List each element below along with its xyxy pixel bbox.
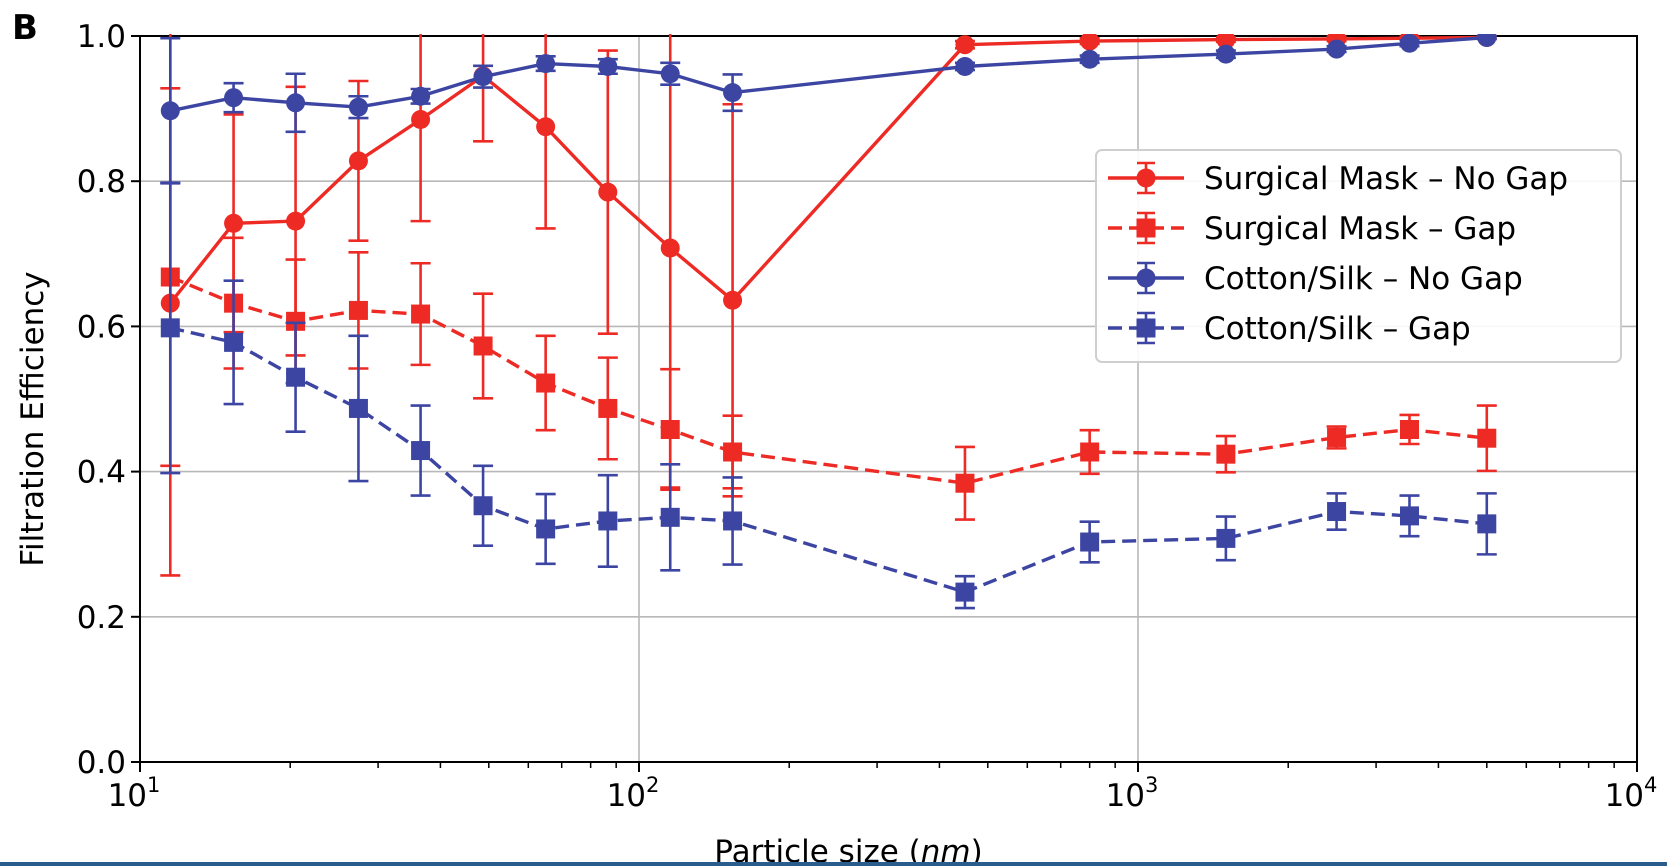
x-axis-label: Particle size (nm): [714, 834, 982, 866]
data-point: [1477, 514, 1497, 534]
data-point: [411, 441, 431, 461]
data-point: [723, 442, 743, 462]
data-point: [955, 473, 975, 493]
data-point: [536, 117, 556, 137]
data-point: [723, 83, 743, 103]
x-tick-label-0: 101: [108, 773, 161, 814]
bottom-border-strip: [0, 862, 1667, 866]
x-tick-label-3: 104: [1605, 773, 1658, 814]
data-point: [224, 332, 244, 352]
legend-label-2: Cotton/Silk – No Gap: [1204, 261, 1523, 297]
data-point: [348, 151, 368, 171]
series-2: [160, 34, 1497, 185]
series-line: [169, 35, 1487, 113]
data-point: [955, 582, 975, 602]
data-point: [1399, 419, 1419, 439]
legend-marker-1: [1136, 218, 1156, 238]
data-point: [598, 398, 618, 418]
legend-marker-2: [1136, 268, 1156, 288]
y-axis-label: Filtration Efficiency: [15, 271, 51, 566]
y-tick-label-4: 0.8: [77, 164, 126, 200]
data-point: [224, 88, 244, 108]
series-line: [169, 326, 1487, 594]
data-point: [1216, 34, 1236, 50]
legend-marker-3: [1136, 318, 1156, 338]
y-tick-label-3: 0.6: [77, 309, 126, 345]
y-tick-label-1: 0.2: [77, 600, 126, 636]
data-point: [348, 398, 368, 418]
data-point: [411, 304, 431, 324]
data-point: [224, 213, 244, 233]
data-point: [1327, 39, 1347, 59]
series-3: [160, 181, 1497, 610]
data-point: [598, 182, 618, 202]
legend-label-1: Surgical Mask – Gap: [1204, 211, 1516, 247]
data-point: [286, 93, 306, 113]
data-point: [473, 336, 493, 356]
data-point: [160, 318, 180, 338]
data-point: [955, 35, 975, 55]
data-point: [1216, 44, 1236, 64]
data-point: [1216, 444, 1236, 464]
data-point: [723, 511, 743, 531]
data-point: [286, 311, 306, 331]
data-point: [411, 109, 431, 129]
x-tick-label-1: 102: [607, 773, 660, 814]
data-point: [536, 519, 556, 539]
data-point: [660, 507, 680, 527]
data-point: [598, 56, 618, 76]
panel-label: B: [12, 8, 38, 48]
data-point: [1327, 427, 1347, 447]
data-point: [598, 511, 618, 531]
series-layer: [160, 34, 1497, 610]
axes-frame: [139, 35, 1638, 763]
data-point: [1477, 428, 1497, 448]
data-point: [536, 373, 556, 393]
data-point: [348, 300, 368, 320]
data-point: [723, 290, 743, 310]
data-point: [660, 64, 680, 84]
data-point: [955, 56, 975, 76]
y-tick-label-2: 0.4: [77, 455, 126, 491]
legend-label-3: Cotton/Silk – Gap: [1204, 311, 1471, 347]
legend-label-0: Surgical Mask – No Gap: [1204, 161, 1568, 197]
y-tick-label-0: 0.0: [77, 745, 126, 781]
data-point: [1327, 502, 1347, 522]
legend-marker-0: [1136, 168, 1156, 188]
data-point: [1399, 506, 1419, 526]
series-line: [168, 35, 1487, 305]
data-point: [660, 419, 680, 439]
data-point: [1399, 34, 1419, 53]
series-line: [169, 275, 1487, 485]
y-tick-label-5: 1.0: [77, 19, 126, 55]
data-point: [660, 238, 680, 258]
data-point: [286, 211, 306, 231]
data-point: [286, 367, 306, 387]
data-point: [160, 101, 180, 121]
legend-box: [1095, 149, 1622, 363]
data-point: [1080, 34, 1100, 51]
data-point: [1080, 442, 1100, 462]
data-point: [536, 54, 556, 74]
data-point: [1477, 34, 1497, 47]
data-point: [473, 67, 493, 87]
data-point: [411, 86, 431, 106]
data-point: [1080, 532, 1100, 552]
data-point: [348, 97, 368, 117]
data-point: [1216, 528, 1236, 548]
data-point: [473, 496, 493, 516]
x-tick-label-2: 103: [1106, 773, 1159, 814]
data-point: [1080, 49, 1100, 69]
